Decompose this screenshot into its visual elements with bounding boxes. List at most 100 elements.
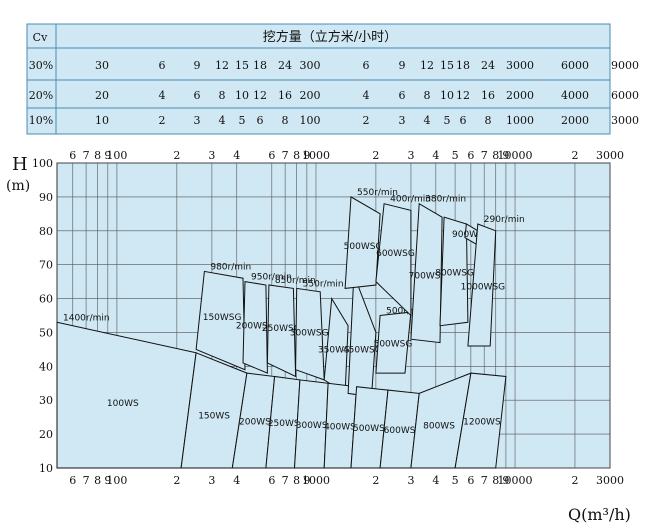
x-tick-label-bottom: 8 [492, 474, 499, 487]
x-tick-label-top: 6 [467, 149, 474, 162]
cv-table-cell: 20 [95, 89, 109, 102]
cv-table-cell: 2000 [506, 89, 534, 102]
cv-table-cell: 18 [456, 59, 470, 72]
cv-table-cell: 16 [278, 89, 292, 102]
pump-model-label: 300WSG [290, 328, 329, 338]
pump-region-700wsg [410, 202, 443, 344]
cv-table-cell: 10 [235, 89, 249, 102]
pump-model-label: 800WS [423, 422, 455, 432]
cv-table-cell: 6 [159, 59, 166, 72]
x-tick-label-bottom: 6 [467, 474, 474, 487]
x-tick-label-top: 9 [303, 149, 310, 162]
x-tick-label-top: 3000 [596, 149, 624, 162]
x-tick-label-top: 6 [69, 149, 76, 162]
pump-region-200wsg [242, 281, 268, 374]
cv-table-cell: 6 [399, 89, 406, 102]
y-axis-label: H [12, 154, 28, 175]
cv-table-cell: 12 [215, 59, 229, 72]
x-tick-label-bottom: 10000 [498, 474, 533, 487]
cv-table-cell: 15 [235, 59, 249, 72]
x-tick-label-top: 8 [94, 149, 101, 162]
cv-table-cell: 18 [253, 59, 267, 72]
pump-model-label: 450WSG [343, 345, 382, 355]
y-tick-label: 100 [32, 157, 53, 170]
x-tick-label-top: 3 [407, 149, 414, 162]
cv-table-cell: 24 [278, 59, 292, 72]
y-tick-label: 50 [39, 326, 53, 339]
x-tick-label-bottom: 6 [69, 474, 76, 487]
cv-table-cell: 4000 [561, 89, 589, 102]
cv-table-cell: 5 [444, 114, 451, 127]
x-tick-label-top: 10000 [498, 149, 533, 162]
cv-table-cell: 1000 [506, 114, 534, 127]
cv-row-label: 20% [29, 89, 53, 102]
x-tick-label-top: 4 [233, 149, 240, 162]
pump-speed-label: 1400r/min [63, 313, 110, 323]
x-tick-label-bottom: 3 [208, 474, 215, 487]
cv-table-cell: 9 [399, 59, 406, 72]
x-tick-label-bottom: 4 [432, 474, 439, 487]
x-tick-label-bottom: 2 [173, 474, 180, 487]
pump-model-label: 500WSG [344, 242, 383, 252]
pump-region-500wsg [344, 196, 381, 289]
pump-model-label: 200WSG [236, 322, 275, 332]
y-tick-label: 10 [39, 462, 53, 475]
pump-model-label: 250WSG [262, 324, 301, 334]
pump-model-label: 600WS [384, 426, 416, 436]
pump-model-label: 150WS [198, 411, 230, 421]
x-tick-label-bottom: 1000 [302, 474, 330, 487]
cv-table-cell: 9 [194, 59, 201, 72]
pump-model-label: 400WS [324, 422, 356, 432]
x-axis-label: Q(m³/h) [568, 505, 631, 524]
x-tick-label-top: 2 [372, 149, 379, 162]
pump-speed-label: 380r/min [425, 195, 466, 205]
y-axis-unit: (m) [6, 178, 30, 194]
cv-table-cell: 6 [194, 89, 201, 102]
cv-table-cell: 24 [481, 59, 495, 72]
x-tick-label-bottom: 7 [83, 474, 90, 487]
y-tick-label: 60 [39, 293, 53, 306]
x-tick-label-top: 5 [452, 149, 459, 162]
pump-region-1200ws [454, 372, 507, 469]
y-tick-label: 70 [39, 259, 53, 272]
y-tick-label: 80 [39, 225, 53, 238]
cv-table-cell: 30 [95, 59, 109, 72]
cv-table-cell: 6 [257, 114, 264, 127]
x-tick-label-top: 9 [104, 149, 111, 162]
x-tick-label-bottom: 5 [452, 474, 459, 487]
x-tick-label-top: 2 [571, 149, 578, 162]
cv-table-cell: 6000 [561, 59, 589, 72]
cv-row-end: 6000 [611, 89, 639, 102]
pump-model-label: 600WSG [376, 249, 415, 259]
pump-speed-label: 290r/min [484, 215, 525, 225]
y-tick-label: 40 [39, 360, 53, 373]
cv-table-cell: 5 [239, 114, 246, 127]
cv-table-cell: 4 [363, 89, 370, 102]
cv-table-cell: 16 [481, 89, 495, 102]
cv-table-cell: 15 [440, 59, 454, 72]
pump-model-label: 300WS [296, 421, 328, 431]
pump-model-label: 200WS [239, 417, 271, 427]
pump-model-label: 700WSG [409, 272, 448, 282]
pump-model-label: 500WSG [374, 339, 413, 349]
x-tick-label-bottom: 4 [233, 474, 240, 487]
cv-table-cell: 6 [460, 114, 467, 127]
cv-row-end: 9000 [611, 59, 639, 72]
pump-region-300wsg [295, 287, 325, 381]
x-tick-label-top: 3 [208, 149, 215, 162]
cv-header: Cv [33, 31, 48, 44]
cv-table-cell: 4 [219, 114, 226, 127]
x-tick-label-bottom: 2 [571, 474, 578, 487]
cv-table-cell: 3000 [506, 59, 534, 72]
x-tick-label-top: 6 [268, 149, 275, 162]
cv-table-cell: 8 [282, 114, 289, 127]
cv-row-end: 3000 [611, 114, 639, 127]
pump-region-150wsg [195, 270, 246, 371]
cv-table-grid [27, 24, 610, 134]
x-tick-label-bottom: 8 [293, 474, 300, 487]
pump-speed-label: 400r/min [390, 195, 431, 205]
cv-table-cell: 100 [300, 114, 321, 127]
x-tick-label-top: 7 [83, 149, 90, 162]
pump-speed-label: 980r/min [210, 262, 251, 272]
